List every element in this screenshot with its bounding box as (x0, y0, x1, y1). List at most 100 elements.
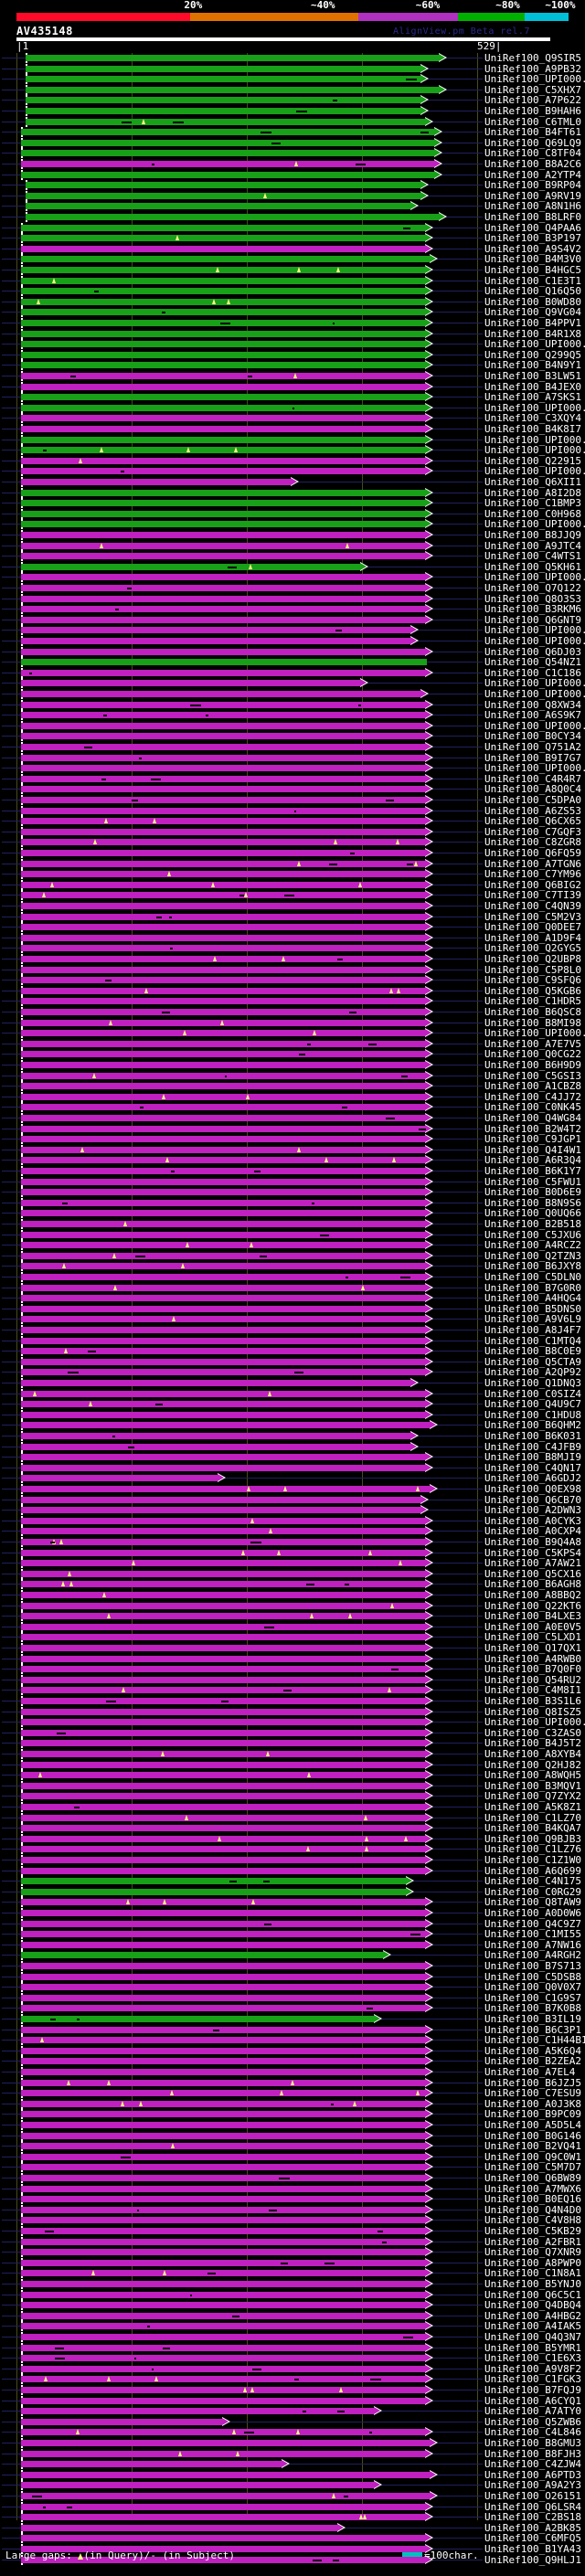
hsp-bar[interactable] (21, 1740, 427, 1747)
hit-row[interactable]: UniRef100_Q5KH61 (0, 561, 585, 573)
hit-id-label[interactable]: UniRef100_C4N175 (484, 1875, 581, 1888)
hit-id-label[interactable]: UniRef100_C1Z1W0 (484, 1854, 581, 1866)
hsp-bar[interactable] (21, 2217, 427, 2224)
hsp-bar[interactable] (21, 807, 427, 814)
hit-id-label[interactable]: UniRef100_B6K1Y7 (484, 1165, 581, 1177)
hit-id-label[interactable]: UniRef100_A9A2Y3 (484, 2479, 581, 2492)
hit-row[interactable]: UniRef100_Q0UQ66 (0, 1207, 585, 1219)
hit-id-label[interactable]: UniRef100_Q54NZ1 (484, 656, 581, 669)
hit-id-label[interactable]: UniRef100_B4FT61 (484, 126, 581, 139)
hsp-bar[interactable] (21, 648, 427, 655)
hsp-bar[interactable] (21, 2185, 427, 2192)
hit-id-label[interactable]: UniRef100_Q6FQ59 (484, 847, 581, 859)
hit-row[interactable]: UniRef100_B0G146 (0, 2130, 585, 2142)
hsp-bar[interactable] (21, 2090, 427, 2097)
hit-id-label[interactable]: UniRef100_Q6BIG2 (484, 878, 581, 891)
hsp-bar[interactable] (26, 214, 441, 220)
hit-id-label[interactable]: UniRef100_A6Q699 (484, 1864, 581, 1877)
hsp-bar[interactable] (21, 638, 413, 644)
hsp-bar[interactable] (21, 945, 427, 952)
hit-row[interactable]: UniRef100_B9RP04 (0, 179, 585, 191)
hit-id-label[interactable]: UniRef100_A7NW16 (484, 1938, 581, 1951)
hit-id-label[interactable]: UniRef100_B4LXE3 (484, 1610, 581, 1623)
hit-id-label[interactable]: UniRef100_C4R4R7 (484, 772, 581, 785)
hit-row[interactable]: UniRef100_A7ATY0 (0, 2405, 585, 2417)
hit-id-label[interactable]: UniRef100_Q22KT6 (484, 1599, 581, 1612)
hsp-bar[interactable] (21, 362, 427, 369)
hsp-bar[interactable] (21, 2344, 427, 2351)
hit-id-label[interactable]: UniRef100_A6R3Q4 (484, 1154, 581, 1167)
hit-row[interactable]: UniRef100_C5DPA0 (0, 794, 585, 806)
hsp-bar[interactable] (21, 224, 427, 231)
hit-id-label[interactable]: UniRef100_C4L846 (484, 2426, 581, 2439)
hsp-bar[interactable] (21, 245, 427, 252)
hsp-bar[interactable] (21, 2122, 427, 2128)
hit-id-label[interactable]: UniRef100_A7TGN6 (484, 857, 581, 870)
hit-row[interactable]: UniRef100_C1BMP3 (0, 497, 585, 509)
hit-id-label[interactable]: UniRef100_C1MI55 (484, 1928, 581, 1941)
hit-row[interactable]: UniRef100_C1H44B1 (0, 2034, 585, 2046)
hit-row[interactable]: UniRef100_B5DNS0 (0, 1303, 585, 1315)
hit-id-label[interactable]: UniRef100_Q4Q3N7 (484, 2331, 581, 2343)
hit-row[interactable]: UniRef100_Q6LSR4 (0, 2501, 585, 2513)
hsp-bar[interactable] (21, 1062, 427, 1068)
hit-id-label[interactable]: UniRef100_B0WD80 (484, 295, 581, 308)
hsp-bar[interactable] (21, 1337, 427, 1344)
hit-id-label[interactable]: UniRef100_A9V6L9 (484, 1313, 581, 1326)
hit-id-label[interactable]: UniRef100_Q5CX16 (484, 1567, 581, 1580)
hsp-bar[interactable] (21, 1994, 427, 2001)
hit-row[interactable]: UniRef100_Q22KT6 (0, 1599, 585, 1612)
hit-row[interactable]: UniRef100_Q54RU2 (0, 1674, 585, 1686)
hit-id-label[interactable]: UniRef100_B8JJQ9 (484, 529, 581, 541)
hit-row[interactable]: UniRef100_B3P197 (0, 232, 585, 244)
hsp-bar[interactable] (21, 1242, 427, 1249)
hit-row[interactable]: UniRef100_Q8XW34 (0, 699, 585, 711)
hit-row[interactable]: UniRef100_Q5ZWB6 (0, 2416, 585, 2428)
hit-id-label[interactable]: UniRef100_A0CYK3 (484, 1514, 581, 1527)
hit-row[interactable]: UniRef100_B8MJI9 (0, 1451, 585, 1463)
hsp-bar[interactable] (21, 1083, 427, 1090)
hit-id-label[interactable]: UniRef100_A7EL4 (484, 2066, 576, 2078)
hit-row[interactable]: UniRef100_A8N1H6 (0, 200, 585, 212)
hit-id-label[interactable]: UniRef100_A7MWX6 (484, 2182, 581, 2195)
hsp-bar[interactable] (21, 1952, 386, 1959)
hsp-bar[interactable] (21, 1093, 427, 1100)
hit-id-label[interactable]: UniRef100_Q22915 (484, 454, 581, 467)
hit-row[interactable]: UniRef100_A9A2Y3 (0, 2479, 585, 2492)
hsp-bar[interactable] (21, 1327, 427, 1333)
hit-row[interactable]: UniRef100_Q2GYG5 (0, 942, 585, 954)
hsp-bar[interactable] (21, 341, 427, 348)
hsp-bar[interactable] (21, 150, 436, 157)
hit-row[interactable]: UniRef100_C5P8L0 (0, 964, 585, 976)
hsp-bar[interactable] (21, 701, 427, 708)
hit-row[interactable]: UniRef100_C5M7D7 (0, 2161, 585, 2173)
hit-row[interactable]: UniRef100_C0H968 (0, 508, 585, 520)
hsp-bar[interactable] (21, 1348, 427, 1355)
hit-id-label[interactable]: UniRef100_Q4I4W1 (484, 1143, 581, 1156)
hsp-bar[interactable] (21, 2281, 427, 2287)
hit-row[interactable]: UniRef100_Q6BIG2 (0, 878, 585, 891)
hit-row[interactable]: UniRef100_A7NW16 (0, 1938, 585, 1951)
hit-id-label[interactable]: UniRef100_Q9SIR5 (484, 52, 581, 64)
hit-id-label[interactable]: UniRef100_C0SIZ4 (484, 1387, 581, 1400)
hit-row[interactable]: UniRef100_Q6XII1 (0, 476, 585, 488)
hit-id-label[interactable]: UniRef100_A1CBZ8 (484, 1080, 581, 1093)
hit-row[interactable]: UniRef100_C1G9S7 (0, 1992, 585, 2004)
hit-row[interactable]: UniRef100_A7P622 (0, 94, 585, 106)
hsp-bar[interactable] (21, 1846, 427, 1853)
hit-row[interactable]: UniRef100_Q5KGB6 (0, 985, 585, 997)
hit-id-label[interactable]: UniRef100_C4V8H8 (484, 2214, 581, 2227)
hsp-bar[interactable] (26, 86, 441, 93)
hit-id-label[interactable]: UniRef100_B9Q4A8 (484, 1536, 581, 1548)
hit-id-label[interactable]: UniRef100_C7TI39 (484, 889, 581, 902)
hsp-bar[interactable] (21, 712, 427, 719)
hsp-bar[interactable] (21, 139, 436, 146)
hsp-bar[interactable] (21, 1920, 427, 1927)
hit-id-label[interactable]: UniRef100_C6TML0 (484, 115, 581, 128)
hit-row[interactable]: UniRef100_C1MI55 (0, 1928, 585, 1941)
hit-id-label[interactable]: UniRef100_Q8TAW9 (484, 1896, 581, 1909)
hsp-bar[interactable] (21, 1146, 427, 1153)
hit-id-label[interactable]: UniRef100_Q4N4D0 (484, 2203, 581, 2216)
hit-id-label[interactable]: UniRef100_UPI000.. (484, 624, 585, 637)
hit-id-label[interactable]: UniRef100_C5JXU6 (484, 1228, 581, 1241)
